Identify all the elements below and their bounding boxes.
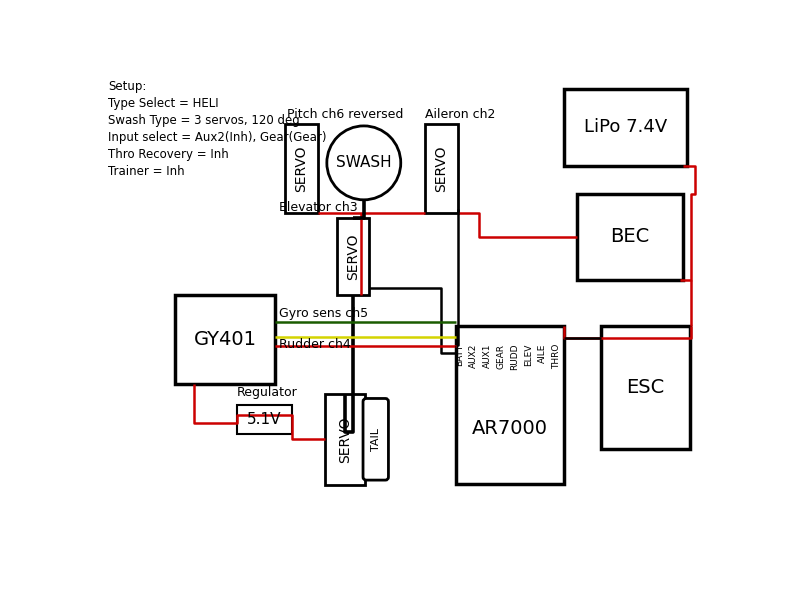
Text: 5.1V: 5.1V — [247, 412, 282, 427]
Text: BEC: BEC — [610, 227, 650, 246]
Text: Regulator: Regulator — [237, 386, 298, 399]
Text: SERVO: SERVO — [338, 416, 352, 463]
Text: Aileron ch2: Aileron ch2 — [426, 107, 496, 121]
Text: Elevator ch3: Elevator ch3 — [279, 202, 358, 214]
Bar — [426, 124, 458, 213]
Text: SERVO: SERVO — [346, 233, 360, 280]
Text: RUDD: RUDD — [510, 344, 519, 370]
Text: Gyro sens ch5: Gyro sens ch5 — [279, 307, 368, 320]
Bar — [286, 124, 318, 213]
Text: AUX2: AUX2 — [470, 344, 478, 368]
Text: LiPo 7.4V: LiPo 7.4V — [584, 118, 667, 136]
Bar — [601, 326, 690, 449]
Bar — [326, 394, 366, 485]
Text: TAIL: TAIL — [370, 428, 381, 451]
Bar — [337, 218, 369, 295]
Bar — [175, 295, 275, 384]
Text: SERVO: SERVO — [294, 145, 309, 192]
Text: ELEV: ELEV — [524, 344, 534, 366]
Text: BATT: BATT — [455, 344, 465, 366]
Text: GY401: GY401 — [194, 330, 257, 349]
Text: THRO: THRO — [552, 344, 561, 369]
Text: Rudder ch4: Rudder ch4 — [279, 338, 351, 352]
Text: AILE: AILE — [538, 344, 547, 363]
Text: Pitch ch6 reversed: Pitch ch6 reversed — [287, 107, 403, 121]
Text: AUX1: AUX1 — [483, 344, 492, 368]
Text: Setup:
Type Select = HELI
Swash Type = 3 servos, 120 deg
Input select = Aux2(Inh: Setup: Type Select = HELI Swash Type = 3… — [108, 80, 326, 178]
Bar — [577, 194, 683, 280]
Bar — [237, 404, 292, 434]
Text: ESC: ESC — [626, 378, 664, 397]
Circle shape — [327, 126, 401, 200]
Bar — [456, 326, 564, 484]
FancyBboxPatch shape — [363, 398, 389, 480]
Text: AR7000: AR7000 — [472, 419, 548, 438]
Text: SWASH: SWASH — [336, 155, 392, 170]
Text: GEAR: GEAR — [497, 344, 506, 369]
Bar — [564, 89, 687, 166]
Text: SERVO: SERVO — [434, 145, 449, 192]
